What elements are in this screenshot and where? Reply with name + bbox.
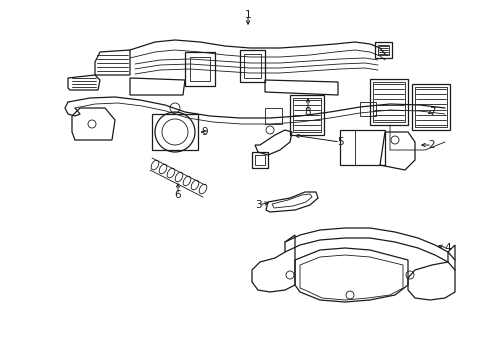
Text: 4: 4 bbox=[444, 243, 450, 253]
Text: 2: 2 bbox=[428, 140, 434, 150]
Text: 5: 5 bbox=[336, 137, 343, 147]
Text: 1: 1 bbox=[244, 10, 251, 20]
Text: 3: 3 bbox=[254, 200, 261, 210]
Text: 7: 7 bbox=[428, 107, 434, 117]
Text: 8: 8 bbox=[304, 107, 311, 117]
Text: 9: 9 bbox=[201, 127, 208, 137]
Text: 6: 6 bbox=[174, 190, 181, 200]
